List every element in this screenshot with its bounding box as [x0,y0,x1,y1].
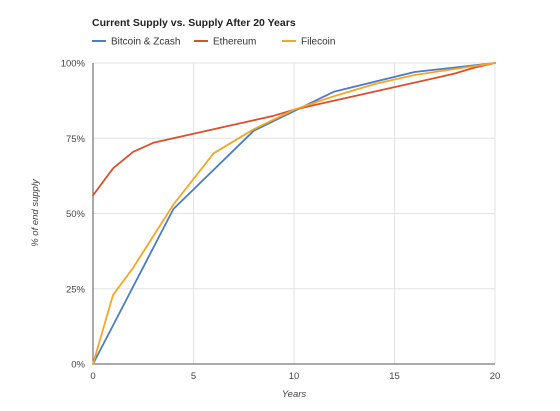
x-tick-label: 0 [90,371,95,382]
y-tick-label: 25% [66,284,86,295]
y-tick-label: 0% [71,360,85,371]
legend-label-bitcoin-zcash: Bitcoin & Zcash [111,37,180,48]
x-axis-title: Years [282,389,307,400]
x-tick-label: 5 [191,371,196,382]
series-line-bitcoin-zcash [92,62,496,365]
legend-label-filecoin: Filecoin [301,37,335,48]
legend: Bitcoin & Zcash Ethereum Filecoin [92,37,335,48]
legend-label-ethereum: Ethereum [213,37,256,48]
tick-labels: 0% 25% 50% 75% 100% 0 5 10 15 20 [61,59,501,383]
grid-lines [92,62,496,365]
series-lines [92,62,496,365]
x-tick-label: 20 [490,371,501,382]
axes [92,63,495,365]
y-tick-label: 75% [66,134,86,145]
y-tick-label: 100% [61,59,86,70]
x-tick-label: 10 [289,371,300,382]
chart-title: Current Supply vs. Supply After 20 Years [92,17,296,29]
y-tick-label: 50% [66,209,86,220]
series-line-filecoin [92,62,496,365]
x-tick-label: 15 [389,371,400,382]
y-axis-title: % of end supply [30,178,41,247]
